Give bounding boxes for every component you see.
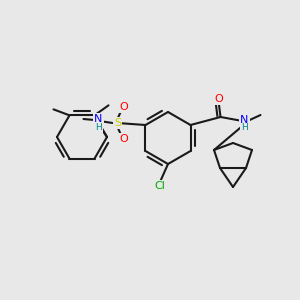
Text: O: O (214, 94, 223, 104)
Text: O: O (119, 102, 128, 112)
Text: Cl: Cl (154, 181, 165, 191)
Text: H: H (95, 124, 102, 133)
Text: H: H (241, 124, 248, 133)
Text: O: O (119, 134, 128, 144)
Text: N: N (240, 115, 249, 125)
Text: N: N (94, 114, 103, 124)
Text: S: S (114, 118, 121, 128)
